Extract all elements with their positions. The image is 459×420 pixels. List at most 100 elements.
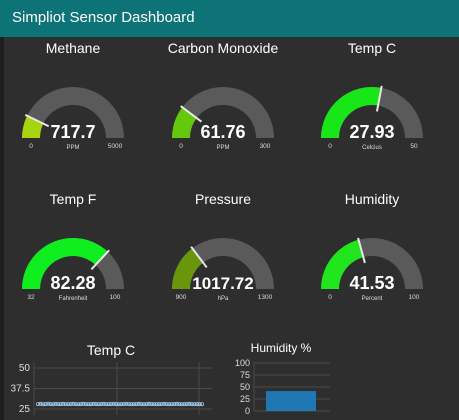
data-point [131, 402, 136, 407]
gauge-needle [357, 237, 366, 264]
gauge-min-label: 0 [328, 294, 332, 301]
data-point [147, 401, 152, 406]
data-point [71, 401, 76, 406]
data-point [119, 402, 124, 407]
data-point [174, 401, 179, 406]
gauge-fill [22, 238, 108, 289]
gauge-value: 82.28 [50, 273, 95, 293]
data-point [139, 402, 144, 407]
y-tick-label: 25 [240, 394, 250, 404]
gauge-dial: 41.53 Percent 0 100 [321, 237, 423, 302]
data-point [53, 401, 58, 406]
gauge-track [22, 87, 124, 138]
data-point [76, 402, 81, 407]
gauge-dial: 717.7 PPM 0 5000 [22, 87, 124, 151]
data-point [157, 402, 162, 407]
data-point [162, 401, 167, 406]
y-tick-label: 50 [19, 363, 31, 374]
data-point [111, 401, 116, 406]
gauge-unit: PPM [216, 145, 229, 151]
data-point [167, 402, 172, 407]
gauge-title: Pressure [194, 191, 252, 207]
data-point [197, 402, 202, 407]
gauge-dial: 61.76 PPM 0 300 [172, 87, 274, 151]
gauge-max-label: 5000 [108, 143, 123, 150]
data-point [38, 401, 43, 406]
humidity-bar [266, 391, 316, 411]
gauge-title: Carbon Monoxide [167, 40, 279, 56]
data-point [159, 402, 164, 407]
gauge-temp-f: Temp F 82.28 Fahrenheit 32 100 [2, 191, 144, 316]
y-tick-label: 25 [19, 404, 31, 415]
data-point [124, 401, 129, 406]
data-point [81, 401, 86, 406]
gauge-value: 27.93 [349, 122, 394, 142]
data-point [101, 401, 106, 406]
temp-c-chart: Temp C 50 37.5 25 [4, 338, 218, 420]
data-point [129, 402, 134, 407]
gauge-title: Methane [45, 40, 101, 56]
data-point [179, 402, 184, 407]
gauge-min-label: 900 [176, 294, 187, 301]
gauge-unit: PPM [66, 145, 79, 151]
dashboard-title: Simpliot Sensor Dashboard [12, 9, 195, 26]
temp-c-chart-title: Temp C [86, 342, 136, 358]
data-point [46, 401, 51, 406]
gauge-fill [321, 239, 364, 289]
gauge-methane: Methane 717.7 PPM 0 5000 [2, 40, 144, 165]
gauge-needle [180, 105, 203, 123]
gauge-min-label: 32 [27, 294, 35, 301]
gauge-unit: Fahrenheit [59, 296, 88, 302]
gauge-min-label: 0 [179, 143, 183, 150]
data-point [134, 402, 139, 407]
gauge-min-label: 0 [29, 143, 33, 150]
gauge-humidity: Humidity 41.53 Percent 0 100 [301, 191, 443, 316]
gauge-max-label: 100 [110, 294, 121, 301]
gauge-track [172, 87, 274, 138]
data-point [189, 402, 194, 407]
y-tick-label: 37.5 [11, 384, 31, 395]
data-point [88, 402, 93, 407]
data-point [96, 402, 101, 407]
data-point [136, 401, 141, 406]
data-point [116, 402, 121, 407]
data-point [154, 402, 159, 407]
data-point [192, 402, 197, 407]
data-point [172, 402, 177, 407]
data-point [63, 402, 68, 407]
gauge-unit: Percent [362, 296, 383, 302]
gauge-unit: hPa [218, 296, 229, 302]
humidity-chart: Humidity % 100 75 50 25 0 [226, 338, 336, 420]
data-point [144, 402, 149, 407]
data-point [41, 402, 46, 407]
gauge-fill [172, 248, 204, 289]
gauge-max-label: 1300 [258, 294, 273, 301]
gauge-fill [321, 87, 382, 138]
gauge-max-label: 50 [410, 143, 418, 150]
data-point [109, 402, 114, 407]
gauge-temp-c: Temp C 27.93 Celcius 0 50 [301, 40, 443, 165]
data-point [114, 402, 119, 407]
humidity-bar-plot: 100 75 50 25 0 [235, 358, 330, 416]
data-point [78, 402, 83, 407]
data-point [68, 402, 73, 407]
gauge-value: 41.53 [349, 273, 394, 293]
gauge-dial: 82.28 Fahrenheit 32 100 [22, 238, 124, 302]
gauge-needle [90, 249, 110, 270]
data-point [36, 402, 41, 407]
gauge-needle [190, 246, 208, 269]
data-point [164, 402, 169, 407]
data-point [126, 402, 131, 407]
gauge-carbon-monoxide: Carbon Monoxide 61.76 PPM 0 300 [152, 40, 294, 165]
data-point [51, 402, 56, 407]
data-point [83, 402, 88, 407]
data-point [187, 401, 192, 406]
data-point [61, 401, 66, 406]
gauge-max-label: 100 [409, 294, 420, 301]
gauge-title: Humidity [344, 191, 400, 207]
humidity-chart-title: Humidity % [250, 341, 312, 355]
y-tick-label: 100 [235, 358, 250, 368]
data-point [121, 402, 126, 407]
gauge-unit: Celcius [362, 145, 382, 151]
data-point [184, 402, 189, 407]
